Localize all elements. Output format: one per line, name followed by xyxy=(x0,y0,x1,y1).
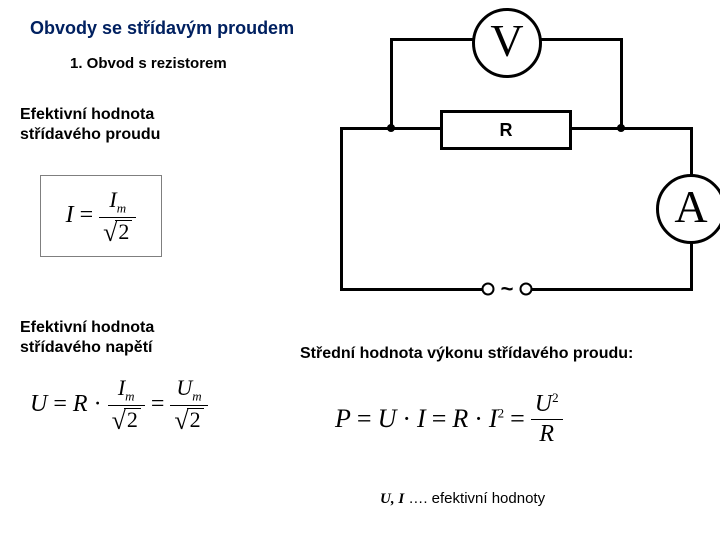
wire xyxy=(690,238,693,290)
formula-effective-voltage: U = R · Im √2 = Um √2 xyxy=(30,375,208,433)
var-I: I xyxy=(66,202,74,229)
ammeter-label: A xyxy=(674,181,707,232)
section-subtitle: 1. Obvod s rezistorem xyxy=(70,55,227,72)
heading-line: střídavého proudu xyxy=(20,126,160,143)
wire xyxy=(340,127,343,290)
voltmeter: V xyxy=(472,8,542,78)
wire xyxy=(620,38,623,129)
heading-effective-current: Efektivní hodnota střídavého proudu xyxy=(20,105,160,145)
wire xyxy=(390,38,478,41)
resistor-label: R xyxy=(500,120,513,140)
footnote-text: …. efektivní hodnoty xyxy=(404,490,545,507)
wire xyxy=(340,288,486,291)
heading-line: Efektivní hodnota xyxy=(20,319,154,336)
heading-effective-voltage: Efektivní hodnota střídavého napětí xyxy=(20,318,154,358)
heading-line: Efektivní hodnota xyxy=(20,106,154,123)
source-terminal xyxy=(520,283,533,296)
circuit-node xyxy=(617,124,625,132)
ammeter: A xyxy=(656,174,720,244)
wire xyxy=(390,38,393,129)
var-U: U xyxy=(30,391,47,418)
formula-mean-power: P = U · I = R · I2 = U2 R xyxy=(335,390,563,448)
formula-effective-current: I = Im √2 xyxy=(40,175,162,257)
page-title: Obvody se střídavým proudem xyxy=(30,18,294,39)
footnote-effective-values: U, I …. efektivní hodnoty xyxy=(380,490,545,508)
var-P: P xyxy=(335,404,351,434)
slide: Obvody se střídavým proudem 1. Obvod s r… xyxy=(0,0,720,540)
ac-source-icon: ~ xyxy=(501,276,514,302)
heading-mean-power: Střední hodnota výkonu střídavého proudu… xyxy=(300,345,633,363)
resistor: R xyxy=(440,110,572,150)
wire xyxy=(528,288,693,291)
footnote-vars: U, I xyxy=(380,491,404,507)
wire xyxy=(570,127,692,130)
source-terminal xyxy=(482,283,495,296)
circuit-diagram: R V A ~ xyxy=(330,28,700,313)
wire xyxy=(690,127,693,179)
wire xyxy=(535,38,623,41)
heading-line: střídavého napětí xyxy=(20,339,152,356)
voltmeter-label: V xyxy=(490,15,523,66)
circuit-node xyxy=(387,124,395,132)
